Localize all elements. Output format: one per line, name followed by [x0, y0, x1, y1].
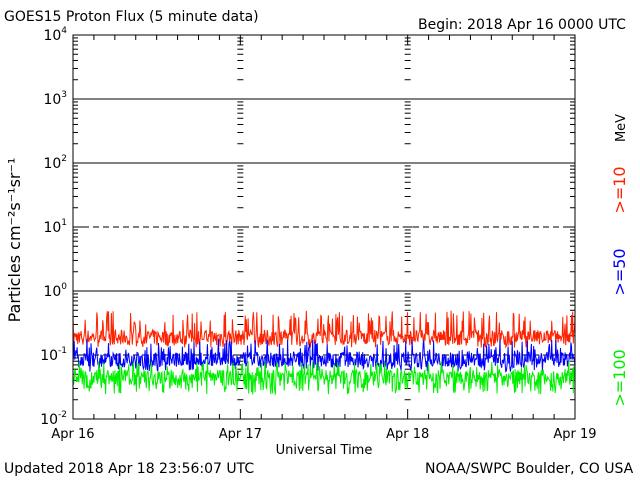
updated-timestamp: Updated 2018 Apr 18 23:56:07 UTC — [4, 461, 255, 477]
y-tick-label: 104 — [43, 26, 67, 44]
y-tick-label: 10-1 — [40, 346, 67, 364]
y-tick-labels: 10-2 10-1 100 101 102 103 104 — [40, 26, 67, 428]
x-axis-label: Universal Time — [276, 443, 373, 458]
y-tick-label: 100 — [43, 282, 67, 300]
x-tick-labels: Apr 16 Apr 17 Apr 18 Apr 19 — [51, 427, 596, 442]
y-tick-label: 10-2 — [40, 410, 67, 428]
legend-entry: >=50 — [610, 248, 629, 295]
legend: >=10 >=50 >=100 — [610, 166, 629, 406]
x-tick-label: Apr 19 — [553, 427, 596, 442]
legend-entry: >=10 — [610, 166, 629, 213]
y-tick-label: 103 — [43, 90, 67, 108]
energy-unit-label: MeV — [614, 114, 629, 142]
x-tick-label: Apr 16 — [51, 427, 94, 442]
x-tick-label: Apr 17 — [219, 427, 262, 442]
series-line — [72, 338, 576, 373]
y-axis-label: Particles cm⁻²s⁻¹sr⁻¹ — [5, 158, 24, 323]
begin-date-label: Begin: 2018 Apr 16 0000 UTC — [418, 17, 626, 33]
series-line — [72, 310, 576, 349]
credit-label: NOAA/SWPC Boulder, CO USA — [425, 461, 634, 477]
legend-entry: >=100 — [610, 349, 629, 406]
y-tick-label: 101 — [43, 218, 67, 236]
y-tick-label: 102 — [43, 154, 67, 172]
series-layer — [72, 310, 576, 395]
series-line — [72, 361, 576, 395]
plot-frame — [72, 34, 576, 420]
x-tick-label: Apr 18 — [386, 427, 429, 442]
chart-title: GOES15 Proton Flux (5 minute data) — [4, 9, 259, 25]
